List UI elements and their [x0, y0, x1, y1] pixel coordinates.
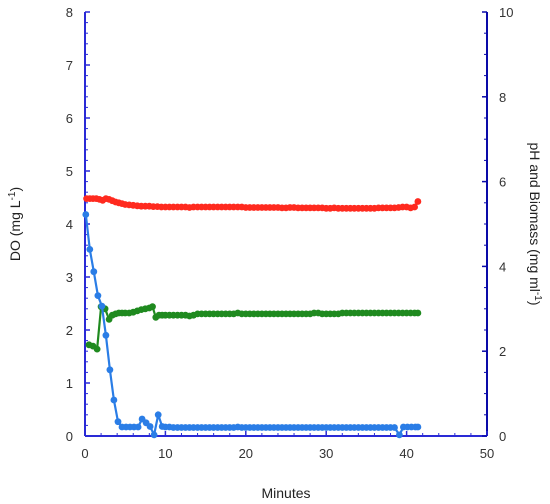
- data-point: [396, 431, 403, 439]
- data-point: [98, 302, 106, 310]
- series-2: [82, 211, 422, 439]
- x-tick-label: 20: [239, 446, 253, 461]
- data-point: [106, 366, 114, 374]
- x-tick-label: 10: [158, 446, 172, 461]
- data-point: [414, 423, 422, 431]
- data-point: [146, 423, 154, 430]
- left-y-tick-label: 7: [66, 58, 73, 73]
- data-point: [93, 345, 101, 353]
- left-y-tick-label: 2: [66, 323, 73, 338]
- right-y-tick-label: 4: [499, 259, 506, 274]
- series-line: [84, 214, 418, 439]
- x-tick-label: 40: [399, 446, 413, 461]
- data-point: [94, 292, 102, 299]
- data-point: [86, 246, 94, 253]
- axis-labels-group: Minutes DO (mg L-1) pH and Biomass (mg m…: [7, 143, 544, 501]
- x-tick-label: 0: [81, 446, 88, 461]
- left-y-tick-label: 6: [66, 111, 73, 126]
- x-tick-label: 30: [319, 446, 333, 461]
- data-point: [102, 331, 110, 339]
- data-point: [414, 198, 422, 205]
- data-point: [150, 431, 158, 439]
- right-y-axis-title: pH and Biomass (mg ml-1): [527, 143, 544, 306]
- left-y-tick-label: 0: [66, 429, 73, 444]
- left-y-axis-title: DO (mg L-1): [7, 187, 24, 261]
- series-0: [83, 195, 422, 212]
- data-point: [110, 396, 118, 404]
- data-point: [414, 309, 422, 317]
- data-point: [149, 303, 156, 311]
- x-axis-title: Minutes: [261, 485, 310, 501]
- data-point: [391, 424, 398, 431]
- series-1: [85, 303, 422, 353]
- right-y-tick-label: 10: [499, 5, 513, 20]
- right-y-tick-label: 8: [499, 90, 506, 105]
- data-point: [114, 418, 122, 426]
- right-y-tick-label: 0: [499, 429, 506, 444]
- data-point: [82, 211, 90, 218]
- left-y-tick-label: 1: [66, 376, 73, 391]
- right-y-tick-label: 6: [499, 175, 506, 190]
- x-tick-label: 50: [480, 446, 494, 461]
- data-point: [411, 203, 418, 211]
- axes-group: 0 10 20 30 40 50 0 1 2 3 4 5 6 7 8 0 2 4 6 8 10: [66, 5, 514, 461]
- data-point: [134, 423, 142, 431]
- data-point: [90, 268, 98, 276]
- left-y-tick-label: 8: [66, 5, 73, 20]
- series-layer: [82, 195, 422, 439]
- left-y-tick-label: 4: [66, 217, 73, 232]
- right-y-tick-label: 2: [499, 344, 506, 359]
- data-point: [154, 411, 162, 419]
- left-y-tick-label: 5: [66, 164, 73, 179]
- left-y-tick-label: 3: [66, 270, 73, 285]
